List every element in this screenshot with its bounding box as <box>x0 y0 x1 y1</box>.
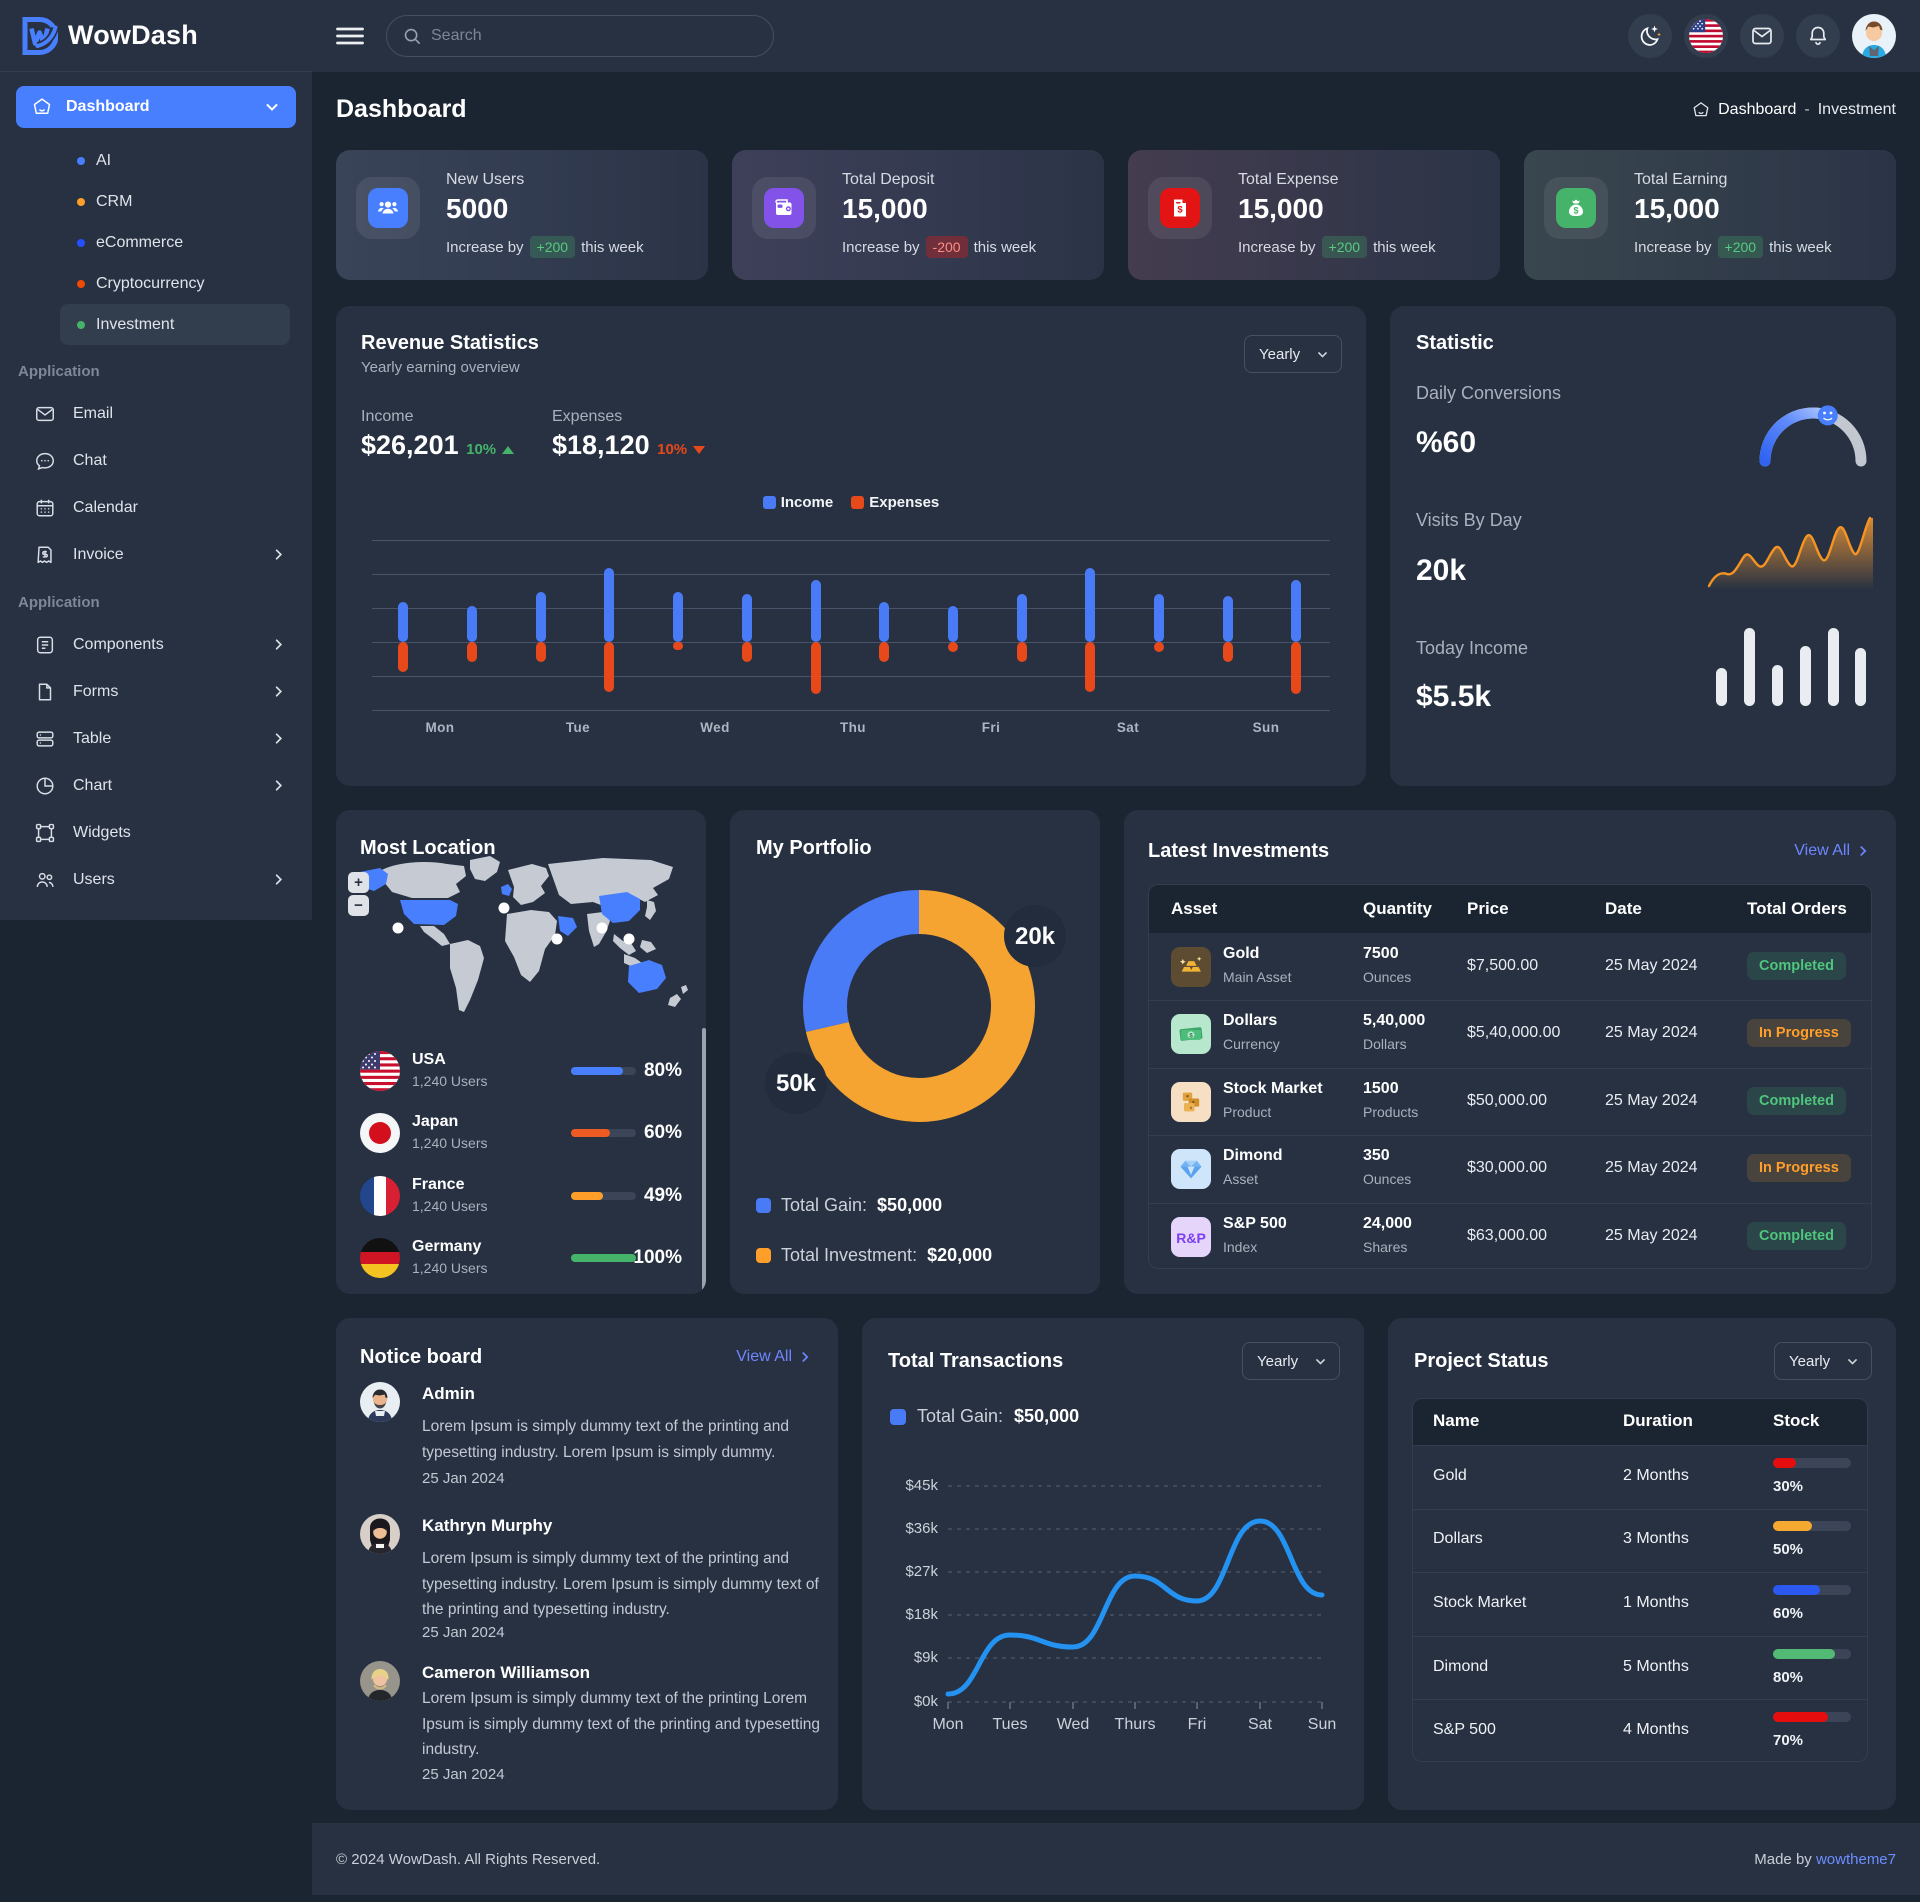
svg-text:R&P: R&P <box>1176 1230 1206 1246</box>
svg-text:20k: 20k <box>1015 923 1056 950</box>
svg-text:$: $ <box>1177 205 1183 216</box>
svg-text:$: $ <box>1189 1032 1193 1039</box>
svg-text:50k: 50k <box>776 1070 817 1097</box>
svg-text:$: $ <box>1573 205 1578 215</box>
